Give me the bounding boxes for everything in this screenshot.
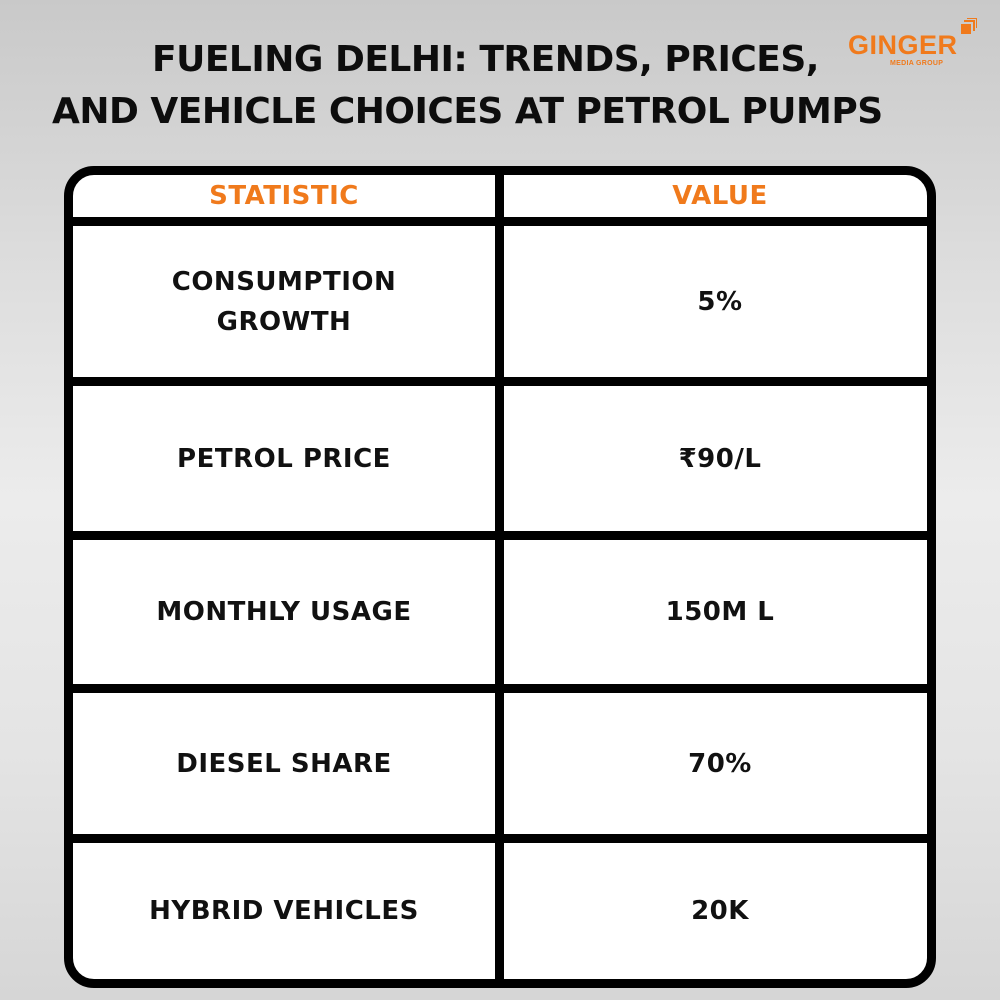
table-row-statistic: MONTHLY USAGE — [156, 597, 412, 627]
statistic-label-line1: CONSUMPTION — [171, 266, 397, 297]
table-row-value: 150M L — [665, 597, 775, 627]
row-divider — [73, 531, 927, 540]
row-divider — [73, 684, 927, 693]
title-line-2: AND VEHICLE CHOICES AT PETROL PUMPS — [52, 91, 883, 132]
logo-mark-icon — [961, 18, 977, 34]
statistic-label-line2: GROWTH — [216, 306, 352, 337]
ginger-media-group-logo: GINGER MEDIA GROUP — [846, 18, 986, 68]
row-divider — [73, 834, 927, 843]
table-row-value: 70% — [688, 748, 752, 779]
table-row-statistic: DIESEL SHARE — [176, 748, 392, 779]
row-divider — [73, 377, 927, 386]
table-row-statistic: HYBRID VEHICLES — [149, 896, 419, 926]
table-row-statistic: CONSUMPTION GROWTH — [73, 226, 495, 377]
row-divider — [73, 217, 927, 226]
table-row-value: ₹90/L — [678, 443, 762, 474]
statistics-table: STATISTIC VALUE CONSUMPTION GROWTH 5% PE… — [64, 166, 936, 988]
column-divider — [495, 175, 504, 979]
column-header-value: VALUE — [672, 181, 768, 211]
table-row-value: 5% — [697, 286, 743, 317]
logo-tagline: MEDIA GROUP — [890, 60, 944, 67]
title-line-1: FUELING DELHI: TRENDS, PRICES, — [152, 39, 819, 80]
table-row-value: 20K — [691, 896, 749, 926]
logo-wordmark: GINGER — [848, 30, 958, 60]
table-row-statistic: PETROL PRICE — [177, 443, 391, 474]
column-header-statistic: STATISTIC — [209, 181, 359, 211]
